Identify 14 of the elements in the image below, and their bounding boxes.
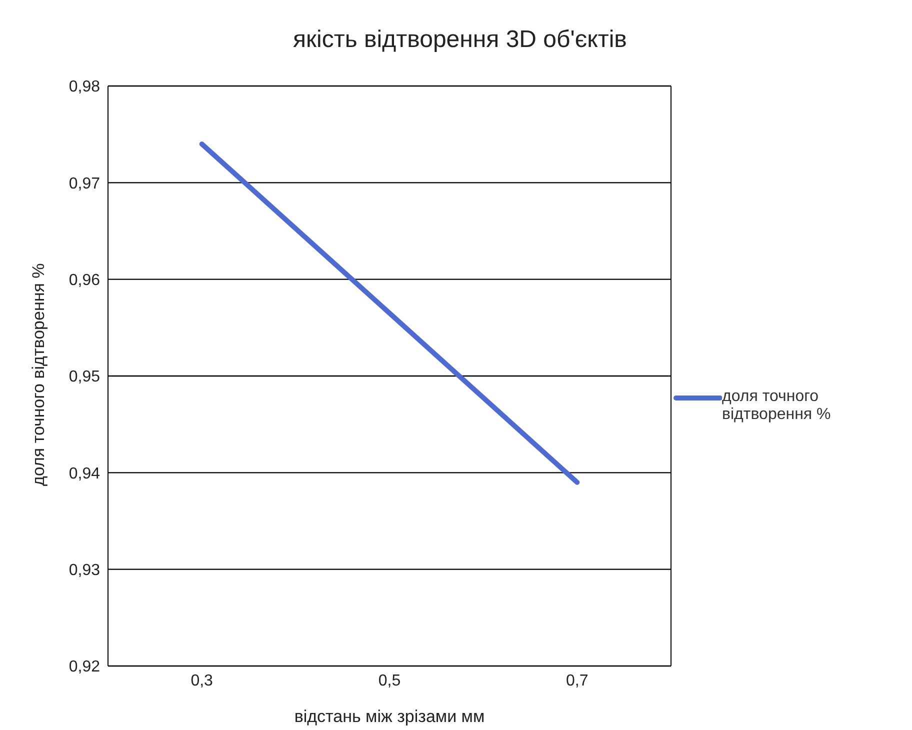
y-tick-label: 0,97 <box>68 175 100 192</box>
y-axis-title: доля точного відтворення % <box>29 263 48 486</box>
y-tick-label: 0,98 <box>68 78 100 96</box>
y-tick-label: 0,93 <box>68 562 100 580</box>
x-axis-title: відстань між зрізами мм <box>294 707 485 726</box>
x-tick-label: 0,3 <box>190 672 214 690</box>
x-tick-label: 0,5 <box>378 672 401 690</box>
legend-label: доля точного відтворення % <box>722 388 832 424</box>
y-tick-label: 0,95 <box>68 368 100 386</box>
chart-title: якість відтворення 3D об'єктів <box>292 25 628 55</box>
y-tick-label: 0,92 <box>68 658 100 676</box>
y-tick-label: 0,96 <box>68 272 100 290</box>
y-tick-label: 0,94 <box>68 465 100 482</box>
x-tick-label: 0,7 <box>566 672 588 690</box>
